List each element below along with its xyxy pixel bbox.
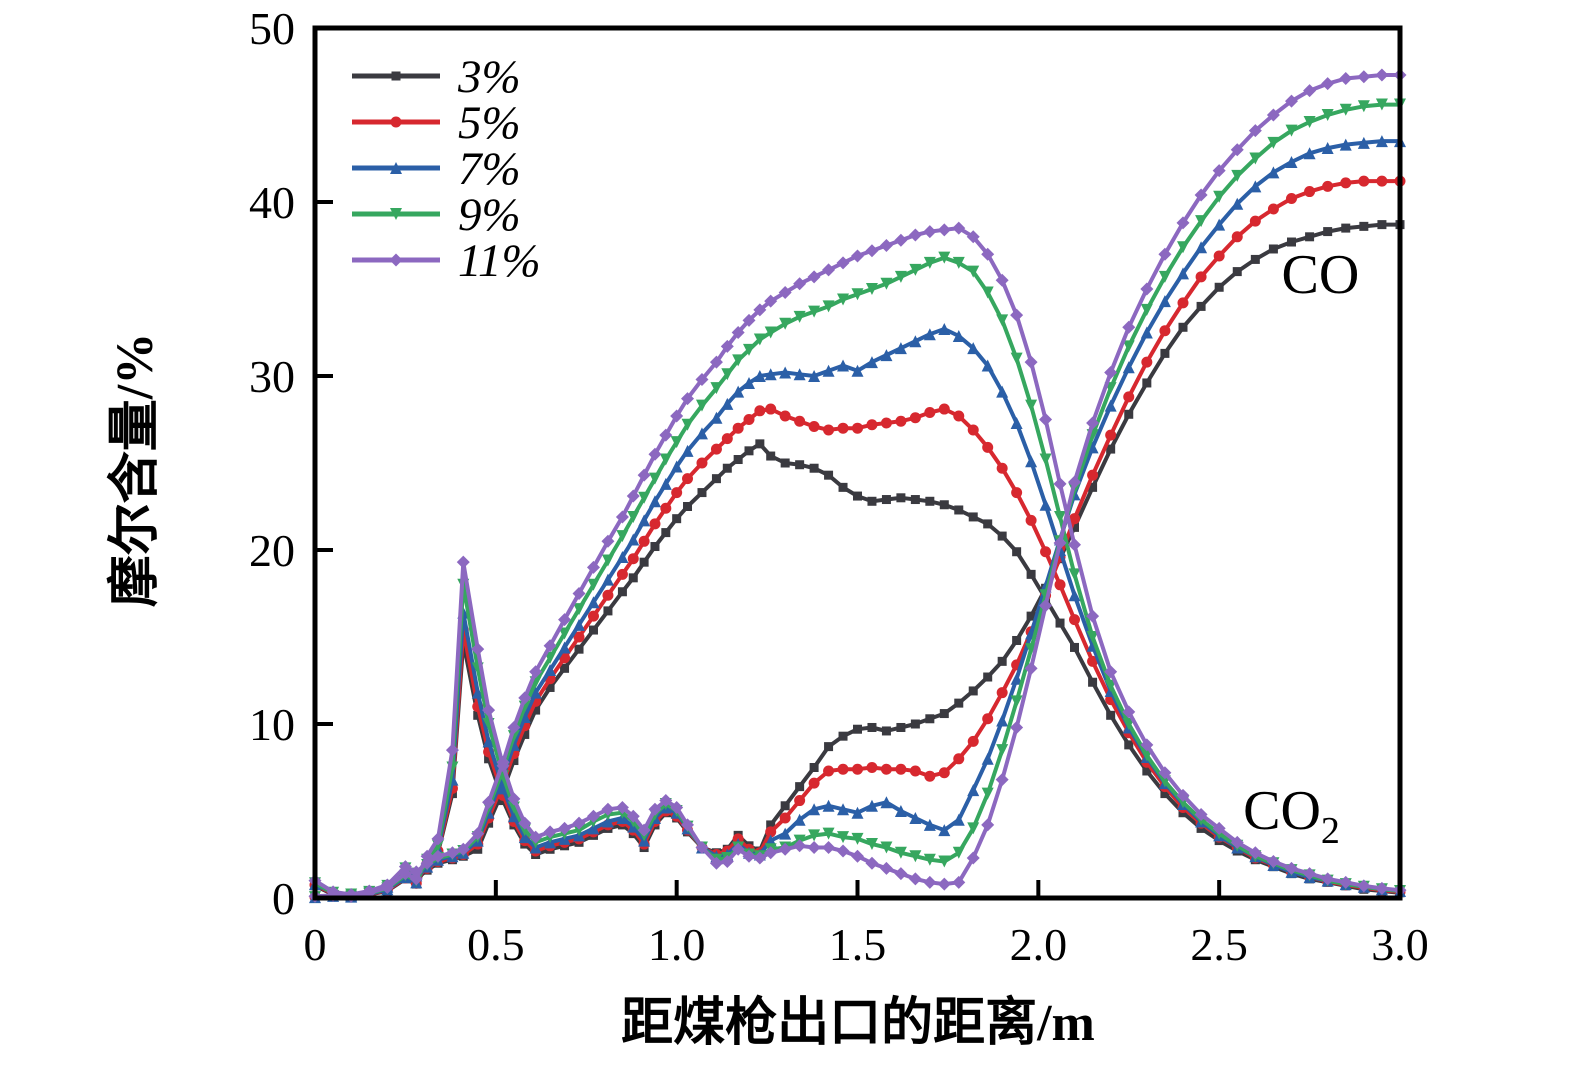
y-tick-label: 10 [249,699,295,750]
x-tick-label: 2.0 [1010,919,1068,970]
x-tick-label: 1.0 [648,919,706,970]
series-layer [308,68,1407,904]
legend-label: 5% [458,97,521,149]
y-tick-label: 50 [249,3,295,54]
series-markers [310,220,1405,902]
x-tick-label: 3.0 [1371,919,1429,970]
y-axis-title: 摩尔含量/% [106,333,164,607]
y-tick-label: 0 [272,873,295,924]
legend: 3%5%7%9%11% [352,51,541,287]
legend-item-9pct: 9% [352,189,521,241]
series-markers [308,221,1407,902]
legend-item-11pct: 11% [352,235,541,287]
y-tick-label: 40 [249,177,295,228]
y-tick-label: 30 [249,351,295,402]
series-co2-11pct [308,221,1407,902]
series-co2-9pct [309,251,1406,901]
legend-label: 11% [458,235,541,287]
annotation-co-label: CO [1282,244,1360,306]
series-markers [309,251,1406,901]
x-tick-label: 0.5 [467,919,525,970]
annotations: CO CO2 [1243,244,1359,852]
legend-item-5pct: 5% [352,97,521,149]
x-axis-title: 距煤枪出口的距离/m [621,994,1095,1052]
x-tick-label: 2.5 [1190,919,1248,970]
x-tick-label: 0 [304,919,327,970]
y-tick-label: 20 [249,525,295,576]
axes-layer: 0 0.5 1.0 1.5 2.0 2.5 3.0 0 10 20 30 40 50 [249,3,1429,970]
legend-label: 9% [458,189,521,241]
legend-item-7pct: 7% [352,143,521,195]
annotation-co2-label: CO2 [1243,780,1340,852]
x-tick-label: 1.5 [829,919,887,970]
series-line [313,226,1401,897]
series-line [314,222,1400,900]
legend-label: 3% [457,51,521,103]
legend-item-3pct: 3% [352,51,521,103]
legend-label: 7% [458,143,521,195]
series-line [314,255,1401,897]
series-co-3pct [310,220,1405,902]
